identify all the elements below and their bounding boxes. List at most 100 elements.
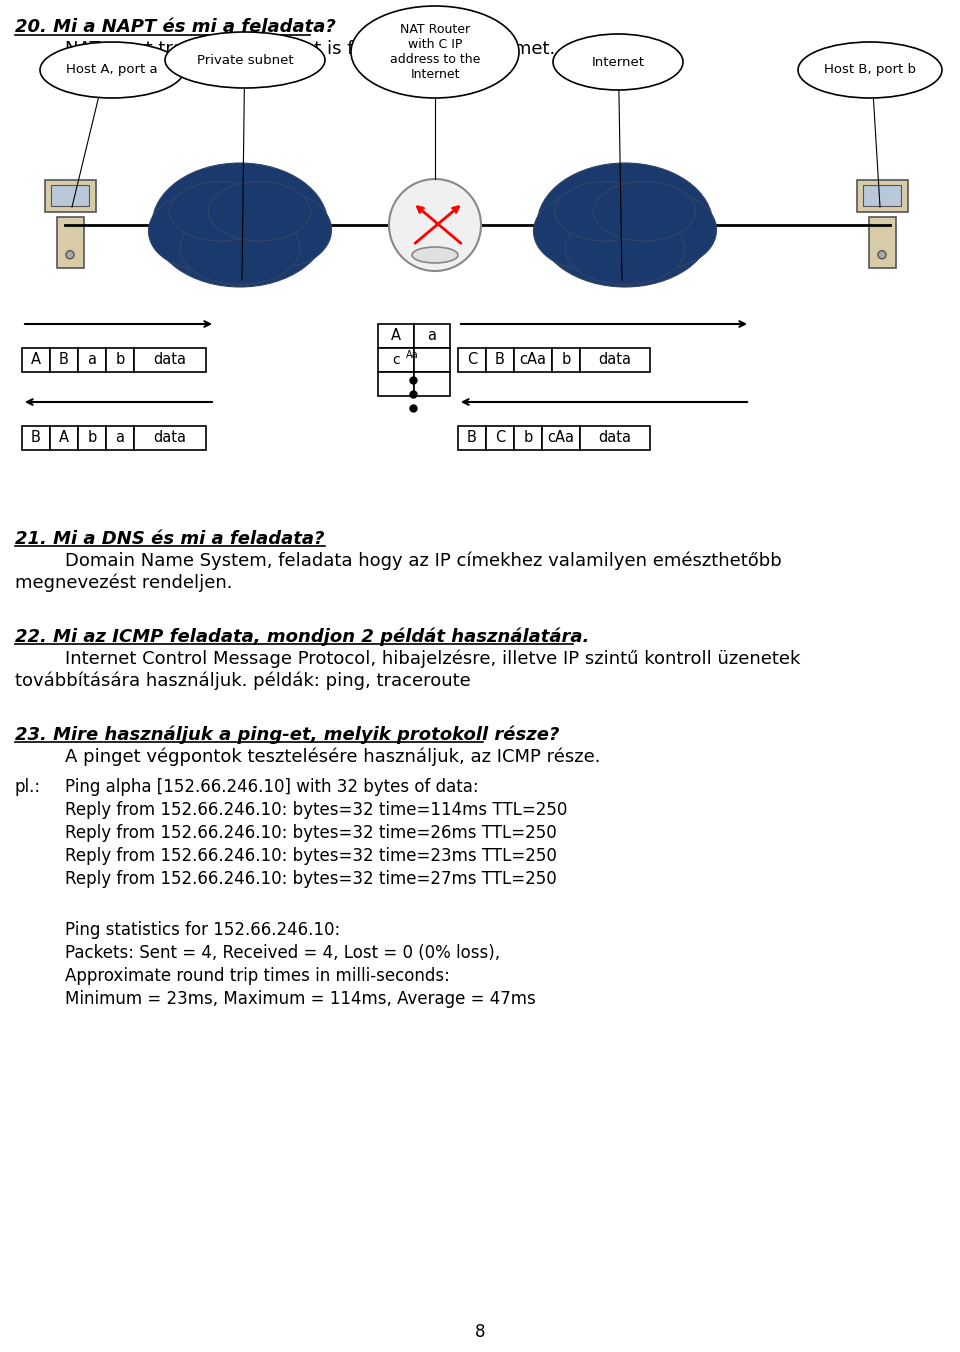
Text: data: data — [154, 353, 186, 368]
Bar — [414, 372, 450, 396]
Bar — [514, 426, 542, 450]
Text: b: b — [523, 430, 533, 446]
Text: cAa: cAa — [519, 353, 546, 368]
Bar — [378, 372, 414, 396]
Text: 20. Mi a NAPT és mi a feladata?: 20. Mi a NAPT és mi a feladata? — [15, 18, 336, 37]
Bar — [22, 426, 50, 450]
Text: NAT Router
with C IP
address to the
Internet: NAT Router with C IP address to the Inte… — [390, 23, 480, 81]
Bar — [580, 347, 650, 372]
Text: a: a — [427, 329, 437, 343]
Ellipse shape — [351, 5, 519, 97]
Text: B: B — [468, 430, 477, 446]
Text: 22. Mi az ICMP feladata, mondjon 2 példát használatára.: 22. Mi az ICMP feladata, mondjon 2 példá… — [15, 627, 589, 646]
Text: b: b — [87, 430, 97, 446]
Ellipse shape — [565, 212, 684, 284]
Text: továbbítására használjuk. példák: ping, traceroute: továbbítására használjuk. példák: ping, … — [15, 672, 470, 691]
Text: Host A, port a: Host A, port a — [66, 64, 157, 77]
Bar — [514, 347, 552, 372]
Text: NAT+port transzláció. Portot is fordít, nem csak címet.: NAT+port transzláció. Portot is fordít, … — [65, 41, 555, 58]
Text: b: b — [562, 353, 570, 368]
Text: A: A — [31, 353, 41, 368]
Bar — [78, 347, 106, 372]
Bar — [552, 347, 580, 372]
Text: A: A — [391, 329, 401, 343]
Text: Reply from 152.66.246.10: bytes=32 time=23ms TTL=250: Reply from 152.66.246.10: bytes=32 time=… — [65, 846, 557, 865]
Bar — [486, 347, 514, 372]
Text: 23. Mire használjuk a ping-et, melyik protokoll része?: 23. Mire használjuk a ping-et, melyik pr… — [15, 726, 560, 745]
Circle shape — [66, 250, 74, 258]
Text: a: a — [115, 430, 125, 446]
Ellipse shape — [798, 42, 942, 97]
Text: Ping statistics for 152.66.246.10:: Ping statistics for 152.66.246.10: — [65, 921, 340, 940]
Text: Host B, port b: Host B, port b — [824, 64, 916, 77]
Bar — [50, 426, 78, 450]
Text: megnevezést rendeljen.: megnevezést rendeljen. — [15, 575, 232, 592]
Bar — [542, 426, 580, 450]
Ellipse shape — [170, 181, 272, 241]
Bar — [106, 347, 134, 372]
Text: Private subnet: Private subnet — [197, 54, 294, 66]
Ellipse shape — [165, 32, 325, 88]
Text: data: data — [598, 353, 632, 368]
Text: Aa: Aa — [406, 350, 419, 360]
Bar — [134, 347, 206, 372]
Text: 21. Mi a DNS és mi a feladata?: 21. Mi a DNS és mi a feladata? — [15, 530, 324, 548]
Text: Reply from 152.66.246.10: bytes=32 time=27ms TTL=250: Reply from 152.66.246.10: bytes=32 time=… — [65, 869, 557, 888]
Circle shape — [878, 250, 886, 258]
Text: b: b — [115, 353, 125, 368]
FancyBboxPatch shape — [869, 216, 896, 268]
Ellipse shape — [593, 181, 695, 241]
Bar — [106, 426, 134, 450]
Text: Minimum = 23ms, Maximum = 114ms, Average = 47ms: Minimum = 23ms, Maximum = 114ms, Average… — [65, 990, 536, 1009]
FancyBboxPatch shape — [57, 216, 84, 268]
Text: data: data — [154, 430, 186, 446]
Text: a: a — [87, 353, 97, 368]
Text: cAa: cAa — [547, 430, 574, 446]
Bar — [414, 347, 450, 372]
Ellipse shape — [149, 193, 257, 269]
Text: Ping alpha [152.66.246.10] with 32 bytes of data:: Ping alpha [152.66.246.10] with 32 bytes… — [65, 777, 479, 796]
Circle shape — [389, 178, 481, 270]
Ellipse shape — [223, 192, 331, 269]
Bar — [378, 324, 414, 347]
Text: Packets: Sent = 4, Received = 4, Lost = 0 (0% loss),: Packets: Sent = 4, Received = 4, Lost = … — [65, 944, 500, 963]
Bar — [50, 347, 78, 372]
Text: Internet Control Message Protocol, hibajelzésre, illetve IP szintű kontroll üzen: Internet Control Message Protocol, hibaj… — [65, 650, 801, 668]
Text: Internet: Internet — [591, 55, 644, 69]
Text: data: data — [598, 430, 632, 446]
Text: 8: 8 — [475, 1324, 485, 1341]
Ellipse shape — [555, 181, 657, 241]
Text: pl.:: pl.: — [15, 777, 41, 796]
Ellipse shape — [537, 164, 713, 287]
Text: A: A — [59, 430, 69, 446]
Text: B: B — [31, 430, 41, 446]
Ellipse shape — [412, 247, 458, 264]
Ellipse shape — [608, 192, 716, 269]
Bar — [134, 426, 206, 450]
Bar — [486, 426, 514, 450]
Bar — [78, 426, 106, 450]
Ellipse shape — [534, 193, 642, 269]
Bar — [458, 347, 486, 372]
Text: Domain Name System, feladata hogy az IP címekhez valamilyen emészthetőbb: Domain Name System, feladata hogy az IP … — [65, 552, 781, 571]
FancyBboxPatch shape — [44, 180, 95, 212]
Ellipse shape — [40, 42, 184, 97]
Ellipse shape — [553, 34, 683, 91]
Text: Reply from 152.66.246.10: bytes=32 time=114ms TTL=250: Reply from 152.66.246.10: bytes=32 time=… — [65, 800, 567, 819]
FancyBboxPatch shape — [51, 185, 89, 207]
Bar — [458, 426, 486, 450]
Bar — [414, 324, 450, 347]
Text: B: B — [60, 353, 69, 368]
Ellipse shape — [180, 212, 300, 284]
Text: c: c — [393, 353, 399, 366]
Text: C: C — [494, 430, 505, 446]
Text: A pinget végpontok tesztelésére használjuk, az ICMP része.: A pinget végpontok tesztelésére használj… — [65, 748, 601, 767]
Text: B: B — [495, 353, 505, 368]
FancyBboxPatch shape — [856, 180, 907, 212]
Text: Reply from 152.66.246.10: bytes=32 time=26ms TTL=250: Reply from 152.66.246.10: bytes=32 time=… — [65, 823, 557, 842]
Bar — [22, 347, 50, 372]
Ellipse shape — [152, 164, 328, 287]
Ellipse shape — [208, 181, 310, 241]
Bar — [580, 426, 650, 450]
Bar — [378, 347, 414, 372]
